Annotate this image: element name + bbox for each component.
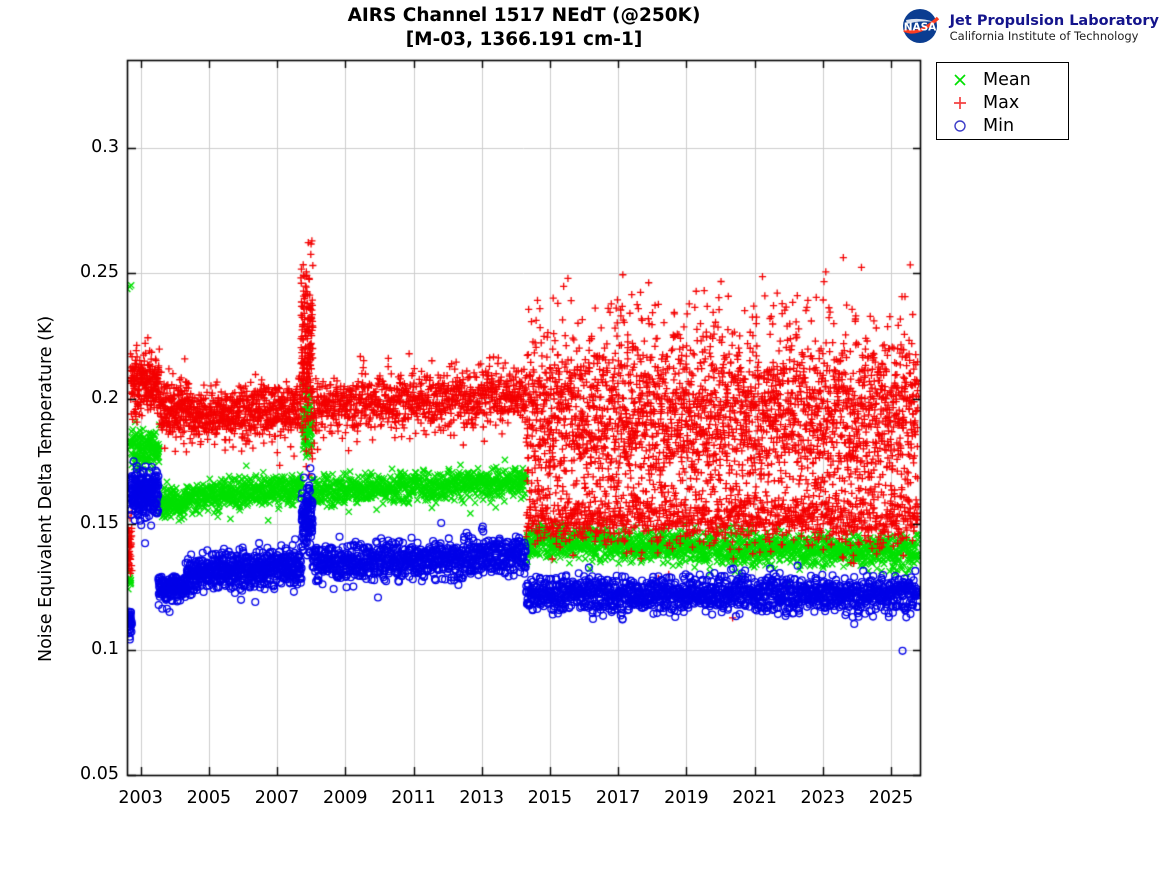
jpl-name: Jet Propulsion Laboratory [949, 13, 1159, 30]
legend-item-max: Max [937, 91, 1068, 114]
nasa-wordmark: NASA [903, 22, 936, 34]
x-tick-label: 2003 [118, 788, 163, 808]
legend-label-max: Max [983, 92, 1020, 113]
nasa-meatball-icon: NASA [898, 6, 944, 50]
x-tick-label: 2021 [732, 788, 777, 808]
y-tick-label: 0.15 [80, 513, 119, 534]
x-tick-label: 2017 [595, 788, 641, 808]
x-tick-label: 2019 [664, 788, 709, 808]
page-title: AIRS Channel 1517 NEdT (@250K) [M-03, 13… [127, 4, 921, 53]
title-line-1: AIRS Channel 1517 NEdT (@250K) [347, 5, 701, 26]
min-marker-icon [937, 117, 983, 135]
x-tick-label: 2015 [527, 788, 573, 808]
max-marker-icon [937, 94, 983, 112]
x-tick-label: 2009 [323, 788, 368, 808]
y-axis-title: Noise Equivalent Delta Temperature (K) [36, 315, 56, 662]
x-tick-label: 2013 [459, 788, 504, 808]
x-tick-label: 2011 [391, 788, 436, 808]
y-tick-label: 0.05 [80, 764, 119, 784]
legend-label-min: Min [983, 115, 1015, 136]
legend-item-mean: Mean [937, 68, 1068, 91]
x-tick-label: 2007 [254, 788, 300, 808]
title-line-2: [M-03, 1366.191 cm-1] [405, 29, 643, 51]
caltech-name: California Institute of Technology [949, 28, 1139, 43]
chart-legend: Mean Max Min [936, 62, 1069, 140]
nasa-jpl-logo: NASA Jet Propulsion Laboratory Californi… [898, 6, 1159, 50]
y-tick-label: 0.3 [91, 136, 119, 157]
y-tick-label: 0.25 [80, 262, 119, 283]
x-tick-label: 2005 [186, 788, 232, 808]
mean-marker-icon [937, 71, 983, 89]
logo-text-block: Jet Propulsion Laboratory California Ins… [950, 13, 1159, 42]
x-tick-label: 2023 [800, 788, 846, 808]
y-tick-label: 0.1 [91, 638, 119, 659]
legend-item-min: Min [937, 114, 1068, 137]
legend-label-mean: Mean [983, 69, 1031, 90]
x-tick-label: 2025 [868, 788, 914, 808]
y-tick-label: 0.2 [91, 387, 119, 408]
